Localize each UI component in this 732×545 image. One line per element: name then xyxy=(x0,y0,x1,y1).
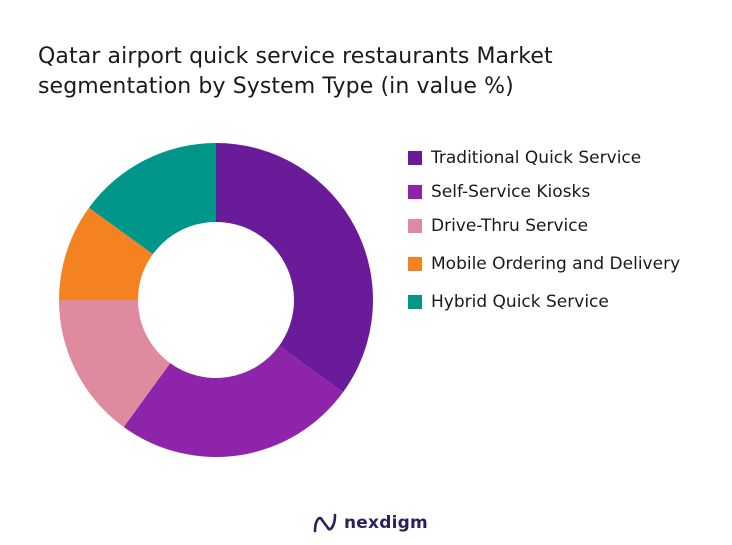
donut-slice-mobile-ordering-and-delivery xyxy=(59,207,153,300)
legend-item-self-service-kiosks: Self-Service Kiosks xyxy=(408,182,590,202)
chart-title-line-1: Qatar airport quick service restaurants … xyxy=(38,44,553,69)
brand-logo: nexdigm xyxy=(312,512,428,534)
legend-item-drive-thru-service: Drive-Thru Service xyxy=(408,216,588,236)
chart-title-line-2: segmentation by System Type (in value %) xyxy=(38,74,514,99)
legend-label: Drive-Thru Service xyxy=(431,216,589,236)
donut-slice-hybrid-quick-service xyxy=(88,143,216,255)
legend-swatch xyxy=(408,219,422,233)
legend-swatch xyxy=(408,295,422,309)
legend-item-traditional-quick-service: Traditional Quick Service xyxy=(408,148,641,168)
nexdigm-logo-icon xyxy=(313,513,337,533)
brand-name: nexdigm xyxy=(344,513,428,533)
legend-label: Self-Service Kiosks xyxy=(431,182,591,202)
donut-slice-traditional-quick-service xyxy=(216,143,373,393)
legend-swatch xyxy=(408,151,422,165)
legend-label: Traditional Quick Service xyxy=(431,148,642,168)
legend-label: Hybrid Quick Service xyxy=(431,292,609,312)
legend-item-hybrid-quick-service: Hybrid Quick Service xyxy=(408,292,609,312)
legend-swatch xyxy=(408,257,422,271)
legend-item-mobile-ordering-and-delivery: Mobile Ordering and Delivery xyxy=(408,254,680,274)
chart-title: Qatar airport quick service restaurants … xyxy=(38,42,678,102)
legend-label: Mobile Ordering and Delivery xyxy=(431,254,681,274)
donut-slice-drive-thru-service xyxy=(59,300,171,428)
legend-swatch xyxy=(408,185,422,199)
donut-slice-self-service-kiosks xyxy=(123,345,344,457)
